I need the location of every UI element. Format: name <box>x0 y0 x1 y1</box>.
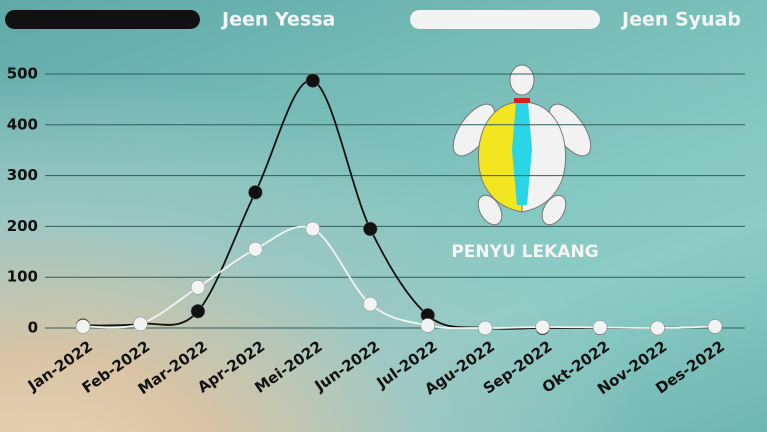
y-tick-label: 400 <box>7 115 38 133</box>
chart: PENYU LEKANG 0100200300400500Jan-2022Feb… <box>0 0 767 432</box>
data-point <box>421 318 435 332</box>
page: PENYU LEKANG 0100200300400500Jan-2022Feb… <box>0 0 767 432</box>
data-point <box>191 280 205 294</box>
data-point <box>651 321 665 335</box>
data-point <box>191 304 205 318</box>
y-tick-label: 500 <box>7 65 38 83</box>
data-point <box>306 74 320 88</box>
data-point <box>593 320 607 334</box>
data-point <box>248 185 262 199</box>
legend-label: Jeen Yessa <box>220 9 335 31</box>
data-point <box>248 242 262 256</box>
annotation: PENYU LEKANG <box>451 242 598 262</box>
y-tick-label: 200 <box>7 217 38 235</box>
y-tick-label: 0 <box>28 319 38 337</box>
y-tick-label: 100 <box>7 268 38 286</box>
data-point <box>76 319 90 333</box>
data-point <box>363 297 377 311</box>
data-point <box>133 317 147 331</box>
turtle-illustration <box>445 65 598 229</box>
series-line <box>83 80 715 329</box>
x-tick-label: Jun-2022 <box>311 337 384 395</box>
legend-swatch <box>410 10 600 29</box>
data-point <box>306 222 320 236</box>
data-point <box>708 319 722 333</box>
data-point <box>478 321 492 335</box>
y-tick-label: 300 <box>7 166 38 184</box>
legend-label: Jeen Syuab <box>620 9 741 31</box>
legend-swatch <box>5 10 200 29</box>
data-point <box>363 222 377 236</box>
data-point <box>536 320 550 334</box>
